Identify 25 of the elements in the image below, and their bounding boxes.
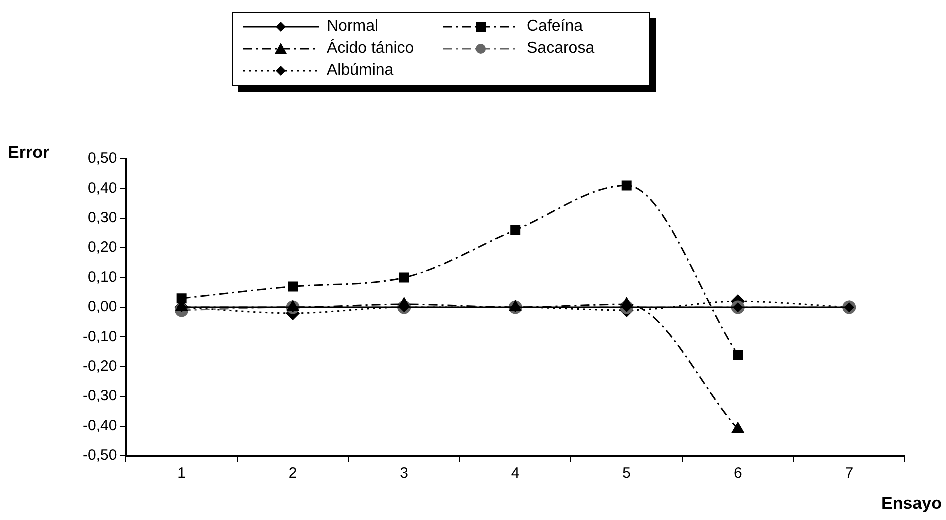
y-tick-label: 0,10 bbox=[88, 268, 118, 286]
legend-label: Normal bbox=[327, 18, 379, 36]
y-tick-label: 0,20 bbox=[88, 239, 118, 256]
legend-label: Cafeína bbox=[527, 18, 584, 36]
y-tick-label: 0,00 bbox=[88, 298, 118, 316]
y-tick-label: -0,20 bbox=[82, 358, 118, 376]
x-tick-label: 2 bbox=[288, 465, 298, 482]
y-tick-label: -0,50 bbox=[82, 447, 118, 464]
y-tick-label: 0,30 bbox=[88, 210, 118, 227]
y-tick-label: -0,30 bbox=[82, 388, 118, 405]
legend-label: Albúmina bbox=[327, 62, 394, 80]
legend-label: Sacarosa bbox=[527, 40, 595, 58]
y-tick-label: 0,50 bbox=[88, 150, 118, 168]
y-tick-label: -0,40 bbox=[82, 417, 118, 434]
y-tick-label: 0,40 bbox=[88, 180, 118, 197]
x-tick-label: 4 bbox=[511, 465, 520, 482]
x-tick-label: 6 bbox=[734, 465, 742, 482]
x-tick-label: 7 bbox=[845, 465, 854, 482]
y-axis-title: Error bbox=[8, 143, 50, 163]
x-tick-label: 1 bbox=[178, 465, 186, 482]
x-axis-title: Ensayo bbox=[882, 494, 942, 514]
y-tick-label: -0,10 bbox=[82, 328, 118, 346]
legend-label: Ácido tánico bbox=[327, 40, 414, 58]
x-tick-label: 3 bbox=[400, 465, 409, 482]
x-tick-label: 5 bbox=[622, 465, 632, 482]
